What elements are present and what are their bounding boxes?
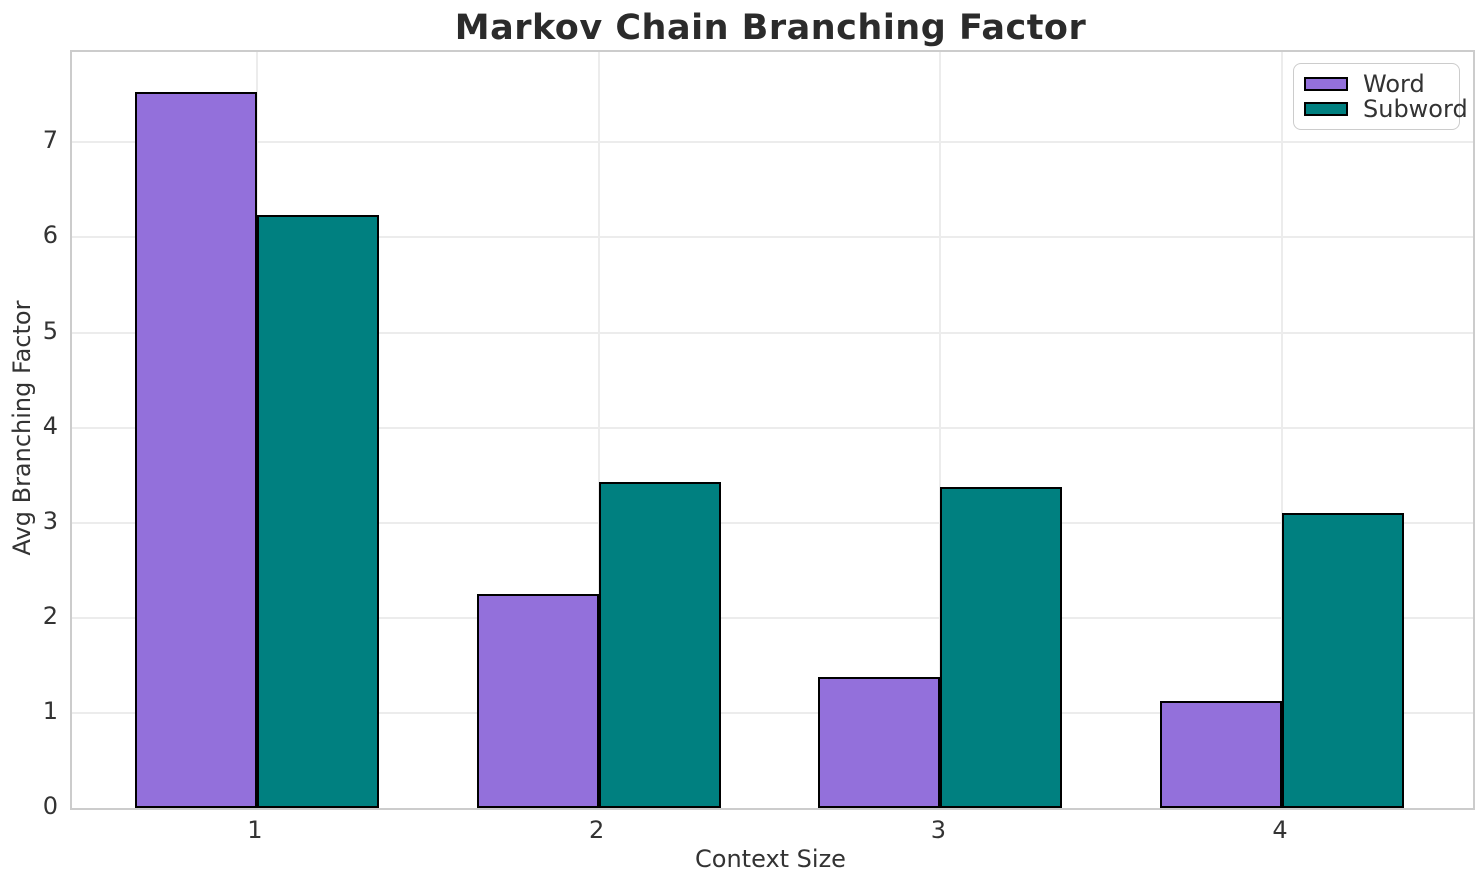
gridline-y-3: [72, 521, 1473, 524]
gridline-x-3: [939, 52, 942, 808]
gridline-y-2: [72, 616, 1473, 619]
gridline-y-1: [72, 711, 1473, 714]
legend-label-word: Word: [1363, 69, 1425, 98]
bar-subword-3: [940, 487, 1062, 808]
legend-swatch-word: [1304, 76, 1348, 91]
bar-word-3: [818, 677, 940, 808]
bar-word-4: [1160, 701, 1282, 808]
gridline-x-4: [1281, 52, 1284, 808]
x-tick-label-2: 2: [588, 816, 605, 844]
legend-swatch-subword: [1304, 102, 1348, 117]
y-axis-label: Avg Branching Factor: [8, 300, 36, 556]
y-tick-label-0: 0: [42, 792, 58, 820]
y-tick-label-6: 6: [42, 221, 58, 250]
y-tick-label-2: 2: [42, 601, 58, 630]
y-tick-label-7: 7: [42, 126, 58, 155]
x-axis-label: Context Size: [695, 845, 846, 873]
y-tick-label-4: 4: [42, 411, 58, 440]
legend-entry-subword: Subword: [1304, 97, 1468, 123]
gridline-x-2: [597, 52, 600, 808]
legend-entry-word: Word: [1304, 71, 1449, 97]
gridline-y-4: [72, 426, 1473, 429]
y-tick-label-3: 3: [42, 506, 58, 535]
y-tick-label-5: 5: [42, 316, 58, 345]
bar-word-2: [477, 594, 599, 808]
legend: Word Subword: [1293, 63, 1468, 130]
gridline-y-7: [72, 141, 1473, 144]
x-tick-label-3: 3: [930, 816, 946, 844]
y-tick-label-1: 1: [42, 696, 58, 725]
x-tick-label-1: 1: [247, 816, 263, 844]
bar-subword-1: [257, 215, 379, 808]
legend-label-subword: Subword: [1363, 95, 1468, 124]
chart-title: Markov Chain Branching Factor: [454, 8, 1087, 48]
x-tick-label-4: 4: [1272, 816, 1288, 844]
bar-word-1: [135, 92, 257, 808]
gridline-y-6: [72, 236, 1473, 239]
plot-area: [70, 50, 1475, 810]
bar-subword-4: [1282, 513, 1404, 808]
gridline-y-5: [72, 331, 1473, 334]
bar-subword-2: [599, 482, 721, 808]
